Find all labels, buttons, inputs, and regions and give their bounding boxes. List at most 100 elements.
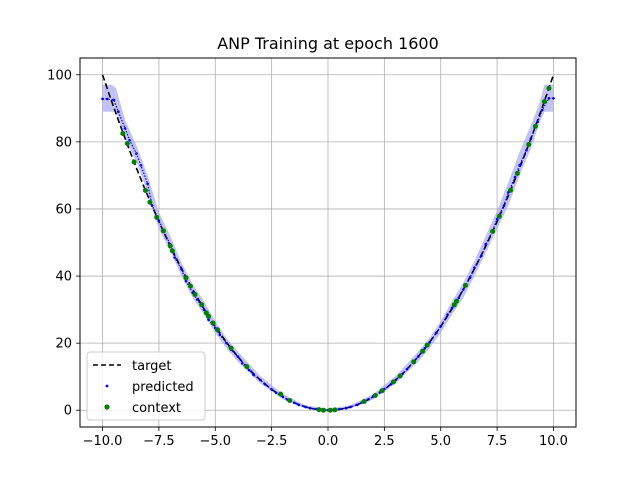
x-tick-label: 2.5 [374,434,395,449]
context-point [228,345,234,351]
context-point [424,342,430,348]
predicted-point [173,256,176,259]
context-point [372,393,378,398]
context-point [210,320,216,326]
predicted-point [112,98,116,102]
predicted-point [117,110,120,113]
context-point [169,248,175,254]
context-point [541,99,547,105]
predicted-point [468,276,472,280]
predicted-point [495,217,499,221]
legend-target-label: target [132,359,172,374]
predicted-point [518,164,521,167]
predicted-point [218,333,222,337]
predicted-point [540,108,544,112]
context-point [287,398,293,403]
context-point [321,407,326,413]
predicted-point [428,341,431,344]
context-point [131,159,137,165]
x-tick-label: 7.5 [487,434,508,449]
context-point [160,228,166,234]
context-point [454,298,459,304]
context-point [397,373,403,379]
context-point [183,275,189,281]
predicted-point [529,137,533,140]
legend: target predicted context [86,351,206,421]
target-line [101,74,555,412]
context-point [514,170,520,176]
context-point [188,283,193,289]
context-point [199,302,205,308]
legend-context-label: context [132,401,181,416]
predicted-point [457,296,461,300]
legend-predicted-label: predicted [132,380,194,395]
predicted-trace [102,97,554,411]
predicted-point [292,401,296,405]
legend-context-swatch [104,404,110,410]
predicted-point [367,397,370,401]
predicted-point [195,298,199,301]
context-point [508,187,514,193]
context-point [244,364,250,370]
legend-predicted-swatch [105,384,109,388]
predicted-point [139,164,143,167]
y-axis: 0 20 40 60 80 100 [47,68,80,419]
predicted-point [157,219,161,222]
predicted-point [105,97,109,101]
predicted-point [525,149,528,152]
context-point [206,313,211,319]
predicted-point [263,382,267,386]
predicted-point [202,308,206,311]
predicted-point [349,405,352,409]
context-point [192,292,198,297]
predicted-point [308,406,312,410]
predicted-point [338,407,341,411]
predicted-point [274,391,278,395]
context-point [451,302,457,308]
predicted-point [484,242,488,246]
context-point [411,359,417,365]
predicted-point [536,120,539,123]
context-point [332,407,338,413]
predicted-point [439,325,443,328]
context-point [327,407,333,413]
predicted-point [123,127,127,130]
predicted-point [473,266,476,270]
legend-box [86,351,206,421]
predicted-point [480,254,483,258]
context-point [147,199,153,205]
predicted-point [101,97,104,101]
context-point [361,399,367,404]
context-point [167,243,173,249]
context-point [154,214,160,220]
x-tick-label: 10.0 [539,434,568,449]
context-point [390,379,396,385]
predicted-point [236,355,240,358]
predicted-point [184,279,188,283]
x-tick-label: −10.0 [83,434,123,449]
plot-area [79,57,577,428]
y-tick-label: 20 [55,337,72,352]
context-point [215,327,220,333]
y-tick-label: 60 [55,202,72,217]
predicted-series [101,97,555,412]
context-point [379,388,385,394]
predicted-point [207,318,210,322]
predicted-point [146,182,149,186]
context-point [120,131,126,136]
context-point [142,188,148,193]
x-tick-label: −2.5 [256,434,288,449]
chart-title: ANP Training at epoch 1600 [217,34,439,53]
context-point [490,228,496,234]
predicted-point [552,97,555,100]
context-point [532,123,538,129]
predicted-point [416,355,420,358]
predicted-point [446,313,449,316]
predicted-point [297,403,301,407]
x-tick-label: −5.0 [199,434,231,449]
x-tick-label: 5.0 [430,434,451,449]
predicted-point [344,406,348,410]
x-tick-label: −7.5 [143,434,175,449]
predicted-point [241,362,244,365]
